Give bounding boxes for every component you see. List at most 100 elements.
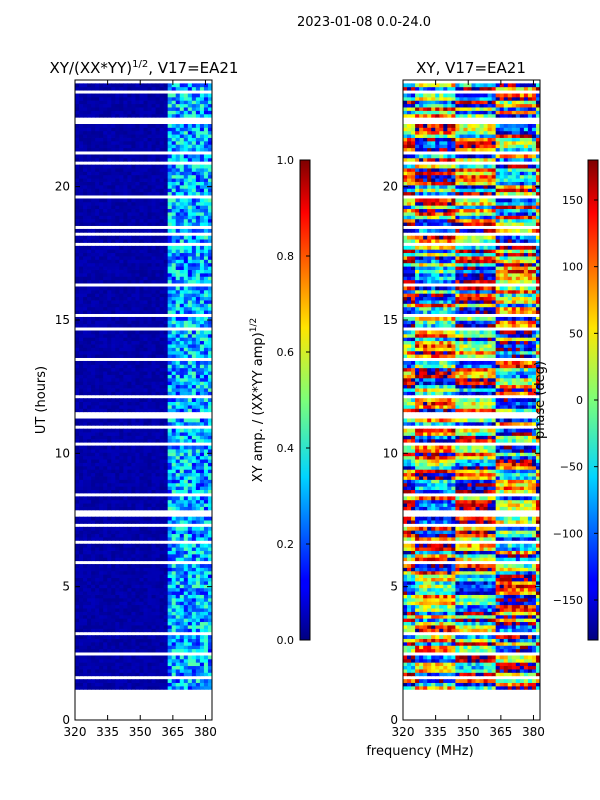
heatmap-cell <box>203 377 209 382</box>
heatmap-cell <box>95 499 100 504</box>
heatmap-cell <box>119 266 124 270</box>
heatmap-cell <box>99 140 104 145</box>
heatmap-cell <box>171 628 177 633</box>
heatmap-cell <box>203 296 209 301</box>
heatmap-cell <box>87 310 92 314</box>
heatmap-cell <box>171 594 177 599</box>
heatmap-cell <box>119 384 124 389</box>
heatmap-cell <box>99 293 104 298</box>
heatmap-cell <box>95 201 100 206</box>
heatmap-cell <box>163 360 169 365</box>
heatmap-cell <box>143 320 149 325</box>
heatmap-cell <box>151 367 157 372</box>
heatmap-cell <box>167 184 173 189</box>
heatmap-cell <box>135 154 141 159</box>
heatmap-cell <box>75 432 80 436</box>
heatmap-cell <box>119 421 124 426</box>
heatmap-cell <box>207 679 212 683</box>
heatmap-cell <box>135 530 141 535</box>
heatmap-cell <box>135 178 141 182</box>
heatmap-cell <box>79 581 84 585</box>
heatmap-cell <box>183 360 189 365</box>
heatmap-cell <box>103 107 108 111</box>
heatmap-cell <box>187 340 193 345</box>
heatmap-cell <box>203 625 209 629</box>
heatmap-cell <box>83 262 88 267</box>
heatmap-cell <box>163 557 169 562</box>
heatmap-cell <box>203 364 209 369</box>
heatmap-cell <box>199 228 205 233</box>
heatmap-cell <box>79 520 84 524</box>
heatmap-cell <box>75 506 80 511</box>
heatmap-cell <box>119 178 124 182</box>
heatmap-cell <box>103 628 108 633</box>
heatmap-cell <box>151 506 157 511</box>
heatmap-cell <box>91 124 96 128</box>
heatmap-cell <box>119 479 124 484</box>
heatmap-cell <box>127 289 133 294</box>
heatmap-cell <box>143 310 149 314</box>
heatmap-cell <box>139 168 145 172</box>
heatmap-cell <box>123 577 128 582</box>
heatmap-cell <box>103 648 108 653</box>
heatmap-cell <box>167 435 173 440</box>
heatmap-cell <box>207 381 212 386</box>
heatmap-cell <box>207 374 212 379</box>
heatmap-cell <box>199 462 205 467</box>
heatmap-cell <box>159 459 165 463</box>
heatmap-cell <box>127 645 133 650</box>
heatmap-cell <box>83 543 88 548</box>
heatmap-cell <box>87 374 92 379</box>
heatmap-cell <box>171 557 177 562</box>
heatmap-cell <box>103 520 108 524</box>
heatmap-cell <box>159 164 165 169</box>
heatmap-cell <box>115 645 120 650</box>
heatmap-cell <box>203 262 209 267</box>
heatmap-cell <box>79 181 84 186</box>
heatmap-cell <box>111 337 116 342</box>
heatmap-cell <box>103 293 108 298</box>
heatmap-cell <box>191 608 197 612</box>
heatmap-cell <box>95 476 100 480</box>
heatmap-cell <box>207 553 212 558</box>
heatmap-cell <box>195 266 201 270</box>
heatmap-cell <box>207 662 212 667</box>
heatmap-cell <box>107 333 112 338</box>
heatmap-cell <box>187 435 193 440</box>
heatmap-cell <box>179 157 185 162</box>
heatmap-cell <box>99 557 104 562</box>
heatmap-cell <box>179 323 185 328</box>
heatmap-cell <box>171 520 177 524</box>
heatmap-cell <box>171 168 177 172</box>
heatmap-cell <box>123 371 128 375</box>
heatmap-cell <box>123 164 128 169</box>
heatmap-cell <box>191 124 197 128</box>
heatmap-cell <box>183 641 189 646</box>
heatmap-cell <box>95 107 100 111</box>
heatmap-cell <box>83 662 88 667</box>
heatmap-cell <box>123 388 128 392</box>
heatmap-cell <box>127 330 133 335</box>
heatmap-cell <box>99 526 104 531</box>
heatmap-cell <box>139 645 145 650</box>
heatmap-cell <box>187 164 193 169</box>
heatmap-cell <box>111 354 116 358</box>
heatmap-cell <box>175 137 181 142</box>
heatmap-cell <box>107 147 112 152</box>
heatmap-cell <box>135 448 141 453</box>
heatmap-cell <box>191 577 197 582</box>
heatmap-cell <box>91 228 96 233</box>
heatmap-cell <box>103 178 108 182</box>
heatmap-cell <box>83 164 88 169</box>
heatmap-cell <box>199 181 205 186</box>
heatmap-cell <box>179 418 185 423</box>
heatmap-cell <box>183 184 189 189</box>
heatmap-cell <box>207 212 212 216</box>
heatmap-cell <box>151 154 157 159</box>
heatmap-cell <box>79 604 84 609</box>
heatmap-cell <box>183 344 189 348</box>
heatmap-cell <box>159 137 165 142</box>
heatmap-cell <box>75 137 80 142</box>
heatmap-cell <box>187 306 193 311</box>
heatmap-cell <box>187 171 193 176</box>
